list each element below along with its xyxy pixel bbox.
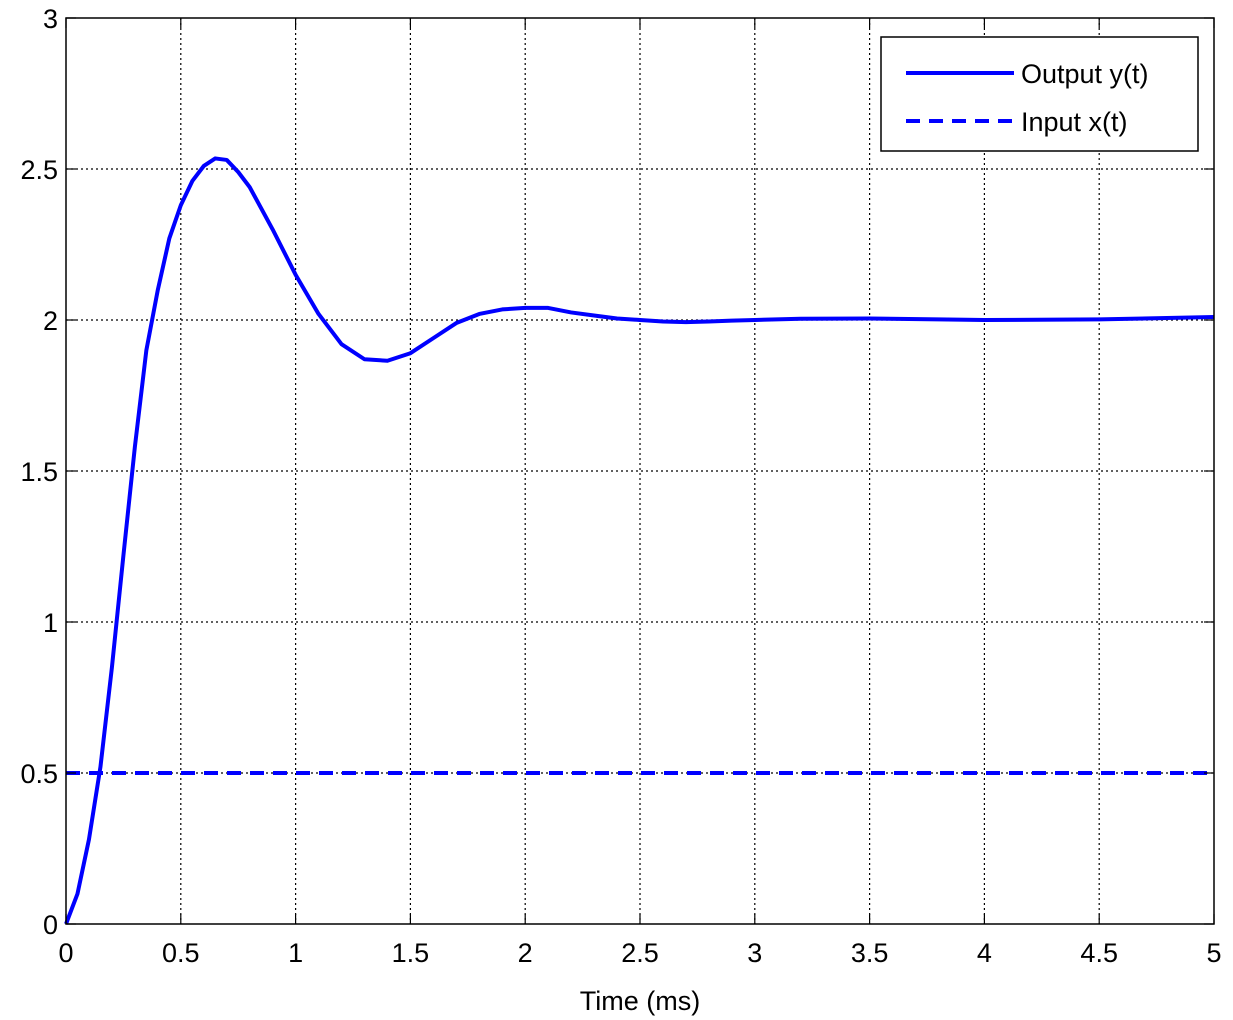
x-tick-label: 5 [1206,938,1221,968]
x-tick-label: 3.5 [851,938,889,968]
x-tick-label: 4 [977,938,992,968]
legend-box [880,36,1199,152]
axis-ticks: 0 0.5 1 1.5 2 2.5 3 3.5 4 4.5 5 0 0.5 1 1.5 2 2.5 3 [20,4,1221,968]
y-tick-label: 1.5 [20,457,58,487]
x-axis-label: Time (ms) [580,986,700,1016]
x-tick-label: 2.5 [621,938,659,968]
y-tick-label: 2 [43,306,58,336]
x-tick-label: 4.5 [1080,938,1118,968]
y-tick-label: 2.5 [20,155,58,185]
y-tick-label: 3 [43,4,58,34]
y-tick-label: 1 [43,608,58,638]
x-tick-label: 2 [518,938,533,968]
legend-label-input: Input x(t) [1021,107,1128,137]
legend-label-output: Output y(t) [1021,59,1149,89]
series-group [64,156,1215,925]
x-tick-label: 0.5 [162,938,200,968]
legend: Output y(t) Input x(t) [880,36,1199,152]
series-line-output [64,156,1215,925]
x-tick-label: 0 [58,938,73,968]
x-tick-label: 3 [747,938,762,968]
y-tick-label: 0 [43,910,58,940]
x-tick-label: 1.5 [392,938,430,968]
x-tick-label: 1 [288,938,303,968]
y-tick-label: 0.5 [20,759,58,789]
